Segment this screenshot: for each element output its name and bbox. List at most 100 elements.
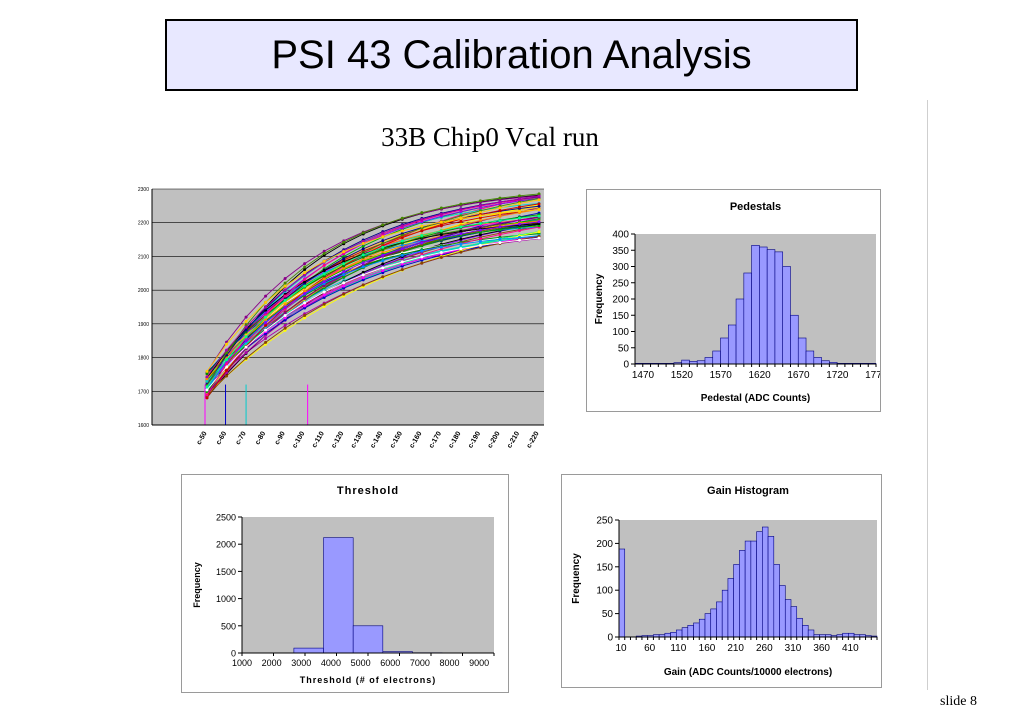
histogram-bar — [751, 245, 760, 365]
series-point — [498, 237, 502, 241]
series-point — [459, 217, 463, 221]
x-tick-label: c-130 — [350, 430, 365, 449]
series-point — [537, 208, 541, 212]
series-line — [206, 233, 540, 386]
series-point — [303, 306, 307, 310]
histogram-bar — [790, 314, 799, 365]
series-point — [361, 265, 365, 269]
series-point — [537, 214, 541, 218]
series-point — [478, 243, 482, 247]
x-tick-label: c-190 — [467, 430, 482, 449]
series-point — [283, 313, 287, 317]
series-line — [206, 208, 540, 379]
series-point — [322, 302, 326, 306]
series-point — [420, 229, 424, 233]
series-point — [459, 208, 463, 212]
series-point — [420, 224, 424, 228]
series-point — [361, 273, 365, 277]
histogram-bar — [693, 622, 700, 638]
series-point — [303, 292, 307, 296]
histogram-bar — [352, 625, 384, 654]
x-axis-label: Pedestal (ADC Counts) — [701, 393, 810, 404]
series-line — [206, 235, 540, 397]
series-point — [400, 236, 404, 240]
series-point — [283, 305, 287, 309]
series-line — [206, 237, 540, 391]
x-tick-label: c-80 — [254, 430, 267, 446]
y-tick-label: 400 — [612, 230, 629, 241]
series-point — [459, 202, 463, 206]
x-tick-label: c-150 — [389, 430, 404, 449]
series-point — [322, 259, 326, 263]
series-point — [322, 280, 326, 284]
series-point — [342, 266, 346, 270]
series-point — [381, 253, 385, 257]
series-point — [439, 223, 443, 227]
histogram-bar — [782, 266, 791, 365]
y-tick-label: 2000 — [216, 540, 236, 550]
series-point — [264, 300, 268, 304]
x-tick-label: 1720 — [826, 370, 849, 381]
series-point — [381, 235, 385, 239]
series-point — [420, 255, 424, 259]
series-point — [244, 335, 248, 339]
series-point — [322, 263, 326, 267]
series-point — [303, 268, 307, 272]
series-point — [244, 315, 248, 319]
series-point — [361, 242, 365, 246]
histogram-bar — [704, 613, 712, 638]
series-point — [264, 318, 268, 322]
series-point — [303, 304, 307, 308]
series-line — [206, 209, 540, 372]
series-point — [537, 198, 541, 202]
series-point — [322, 290, 326, 294]
series-point — [225, 368, 229, 372]
series-point — [205, 369, 209, 373]
series-point — [264, 310, 268, 314]
y-tick-label: 50 — [618, 343, 630, 354]
x-tick-label: 310 — [785, 643, 802, 654]
series-point — [342, 270, 346, 274]
histogram-bar — [797, 337, 807, 365]
histogram-bar — [774, 251, 784, 365]
x-tick-label: c-50 — [196, 430, 209, 446]
series-point — [478, 239, 482, 243]
series-point — [498, 225, 502, 229]
series-point — [478, 203, 482, 207]
series-point — [459, 237, 463, 241]
x-tick-label: c-170 — [428, 430, 443, 449]
series-point — [303, 296, 307, 300]
y-tick-label: 250 — [612, 278, 629, 289]
series-point — [459, 230, 463, 234]
series-point — [478, 218, 482, 222]
x-tick-label: c-70 — [235, 430, 248, 446]
pedestals-histogram: 0 50 100 150 200 250 300 350 400 1470 1520 1570 1620… — [594, 201, 888, 404]
series-point — [537, 202, 541, 206]
series-point — [498, 219, 502, 223]
histogram-bar — [842, 632, 849, 638]
y-tick-label: 1600 — [138, 423, 149, 429]
histogram-bar — [743, 272, 752, 365]
x-tick-label: 60 — [644, 643, 656, 654]
y-tick-label: 1500 — [216, 567, 236, 577]
histogram-bar — [802, 625, 809, 638]
series-point — [225, 358, 229, 362]
series-point — [225, 342, 229, 346]
histogram-bar — [759, 246, 768, 365]
series-point — [537, 204, 541, 208]
histogram-bar — [739, 550, 746, 638]
x-tick-label: 110 — [670, 643, 686, 654]
series-point — [400, 224, 404, 228]
series-point — [478, 228, 482, 232]
series-point — [400, 247, 404, 251]
histogram-bar — [676, 629, 683, 638]
x-tick-label: 8000 — [440, 658, 460, 668]
series-point — [400, 253, 404, 257]
x-tick-label: 210 — [727, 643, 744, 654]
series-point — [361, 261, 365, 265]
histogram-bar — [790, 606, 798, 638]
series-point — [244, 320, 248, 324]
series-point — [342, 275, 346, 279]
series-point — [244, 351, 248, 355]
series-point — [244, 345, 248, 349]
